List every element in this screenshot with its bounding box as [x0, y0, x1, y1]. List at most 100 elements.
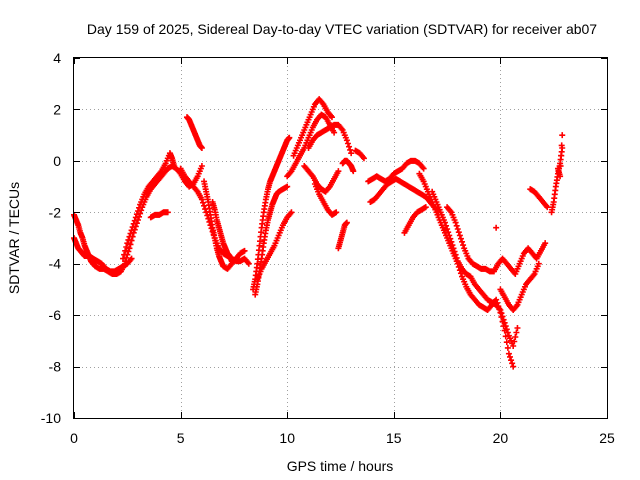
data-point	[514, 325, 521, 331]
x-tick-label: 15	[386, 430, 402, 446]
data-point	[125, 248, 132, 255]
series-trace-b	[71, 211, 129, 277]
series-trace-w	[401, 204, 429, 236]
data-point	[128, 237, 135, 244]
data-point	[136, 213, 143, 220]
data-point	[245, 260, 252, 267]
data-point	[198, 196, 205, 203]
data-point	[455, 229, 462, 236]
series-trace-l	[254, 209, 295, 283]
axis-ticks	[74, 58, 608, 419]
data-point	[448, 238, 455, 245]
data-point	[123, 254, 130, 261]
data-point	[510, 363, 517, 370]
y-tick-label: 4	[53, 50, 61, 66]
data-point	[343, 137, 350, 144]
data-point	[509, 360, 516, 367]
x-axis-title: GPS time / hours	[287, 458, 394, 474]
data-point	[535, 260, 542, 267]
data-point	[131, 226, 138, 233]
data-point	[559, 132, 566, 139]
data-point	[501, 319, 508, 326]
data-point	[506, 353, 513, 360]
data-point	[133, 220, 140, 227]
y-tick-labels: 4 2 0 -2 -4 -6 -8 -10	[41, 50, 61, 426]
data-point	[350, 168, 357, 175]
series-trace-z	[444, 204, 549, 277]
data-point	[504, 329, 511, 336]
series-trace-aa	[497, 260, 542, 313]
data-point	[124, 251, 131, 258]
data-point	[557, 163, 564, 169]
x-tick-label: 0	[70, 430, 78, 446]
data-point	[284, 183, 291, 190]
data-point	[454, 226, 461, 232]
data-point	[444, 226, 451, 232]
data-point	[420, 165, 427, 172]
series-trace-m	[290, 96, 335, 159]
data-point	[557, 173, 564, 180]
data-point	[447, 235, 454, 242]
data-point	[456, 232, 463, 239]
series-trace-x	[416, 170, 517, 370]
data-point	[498, 310, 505, 317]
data-point	[503, 339, 510, 346]
data-point	[347, 146, 354, 153]
data-point	[510, 343, 517, 349]
data-point	[344, 140, 351, 147]
data-point	[122, 258, 129, 265]
series-trace-f	[183, 114, 205, 151]
data-point	[449, 242, 456, 249]
data-point	[450, 245, 457, 252]
data-point	[542, 240, 549, 247]
plot-frame	[73, 57, 608, 419]
x-tick-label: 5	[177, 430, 185, 446]
data-point	[441, 219, 448, 226]
data-point	[199, 199, 206, 206]
data-points	[71, 96, 566, 370]
data-point	[453, 222, 460, 229]
data-point	[124, 240, 131, 247]
x-tick-label: 10	[279, 430, 295, 446]
x-tick-labels: 0 5 10 15 20 25	[70, 430, 615, 446]
series-trace-ae	[554, 132, 566, 180]
data-point	[126, 245, 133, 252]
data-point	[241, 247, 248, 254]
series-trace-n	[284, 111, 338, 180]
data-point	[422, 204, 429, 211]
series-trace-q	[311, 181, 340, 218]
data-point	[130, 229, 137, 236]
data-point	[505, 350, 512, 357]
y-tick-label: -10	[41, 410, 61, 426]
series-trace-p	[301, 163, 342, 195]
data-point	[493, 224, 500, 231]
data-point	[164, 209, 171, 216]
series-trace-ab	[493, 224, 500, 231]
series-trace-t	[352, 147, 367, 162]
y-axis-title: SDTVAR / TECUs	[6, 182, 22, 294]
data-point	[128, 255, 135, 262]
data-point	[134, 217, 141, 223]
data-point	[452, 219, 459, 226]
data-point	[288, 209, 295, 216]
data-point	[558, 142, 565, 149]
data-point	[493, 296, 500, 303]
data-point	[360, 155, 367, 162]
data-point	[333, 209, 340, 216]
series-trace-e	[147, 209, 171, 221]
y-tick-label: 2	[53, 101, 61, 117]
data-point	[451, 248, 458, 255]
y-tick-label: -6	[49, 307, 62, 323]
data-point	[460, 242, 467, 249]
data-point	[445, 229, 452, 236]
data-point	[558, 152, 565, 159]
data-point	[453, 254, 460, 261]
data-point	[512, 334, 519, 340]
series-trace-j	[250, 134, 293, 293]
series-trace-y	[429, 188, 521, 349]
data-point	[511, 338, 518, 345]
series-trace-ac	[527, 186, 551, 211]
data-point	[513, 329, 520, 336]
data-point	[335, 168, 342, 175]
